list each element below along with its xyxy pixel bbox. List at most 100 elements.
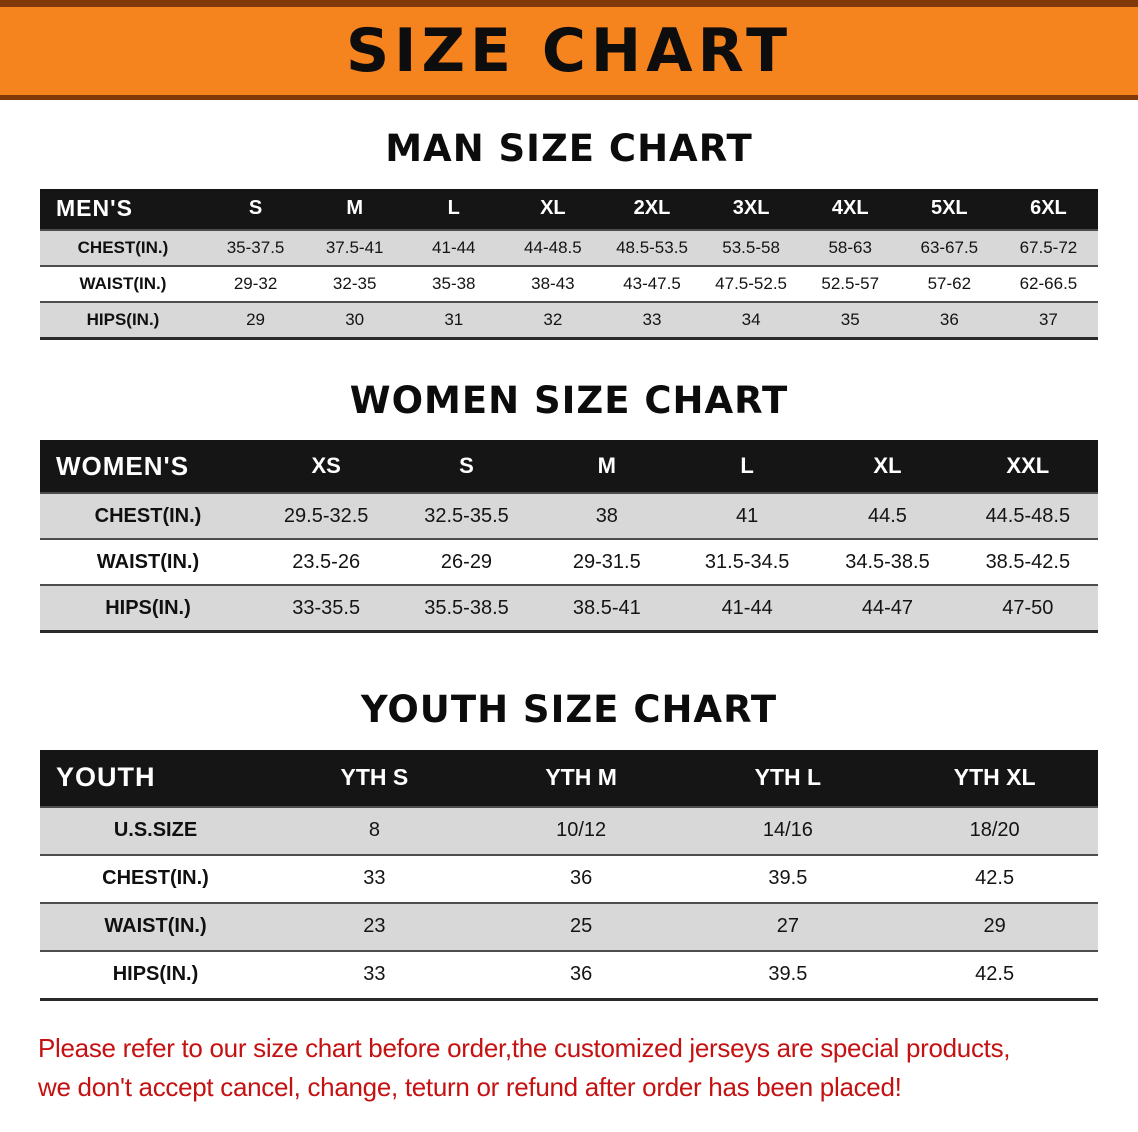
size-value-cell: 37.5-41	[325, 237, 384, 257]
size-value-cell: 38.5-42.5	[985, 550, 1071, 573]
size-chart-page: SIZE CHART MAN SIZE CHART MEN'S S M L XL 2XL 3…	[0, 0, 1138, 1107]
size-column-header: YTH S	[271, 749, 478, 807]
size-value-cell: 27	[776, 915, 799, 938]
disclaimer-line-2: we don't accept cancel, change, teturn o…	[38, 1071, 902, 1102]
size-value-cell: 37	[1038, 309, 1058, 329]
table-row: HIPS(IN.) 33 36 39.5 42.5	[40, 950, 1098, 1000]
size-value-cell: 36	[570, 867, 593, 890]
row-label-cell: WAIST(IN.)	[104, 915, 207, 938]
row-label-cell: CHEST(IN.)	[77, 237, 169, 257]
row-label-cell: CHEST(IN.)	[102, 867, 209, 890]
row-label-cell: U.S.SIZE	[113, 819, 198, 842]
size-value-cell: 29-32	[233, 273, 278, 293]
size-column-header: L	[676, 440, 818, 494]
size-column-header: XXL	[957, 440, 1098, 494]
size-value-cell: 42.5	[975, 963, 1015, 986]
size-column-header: L	[404, 188, 504, 230]
size-value-cell: 29	[246, 309, 266, 329]
size-value-cell: 36	[570, 963, 593, 986]
size-value-cell: 23.5-26	[292, 550, 361, 573]
size-value-cell: 39.5	[768, 867, 808, 890]
size-value-cell: 62-66.5	[1019, 273, 1078, 293]
size-value-cell: 36	[939, 309, 959, 329]
size-value-cell: 58-63	[828, 237, 872, 257]
men-size-table: MEN'S S M L XL 2XL 3XL 4XL 5XL 6XL CHEST(IN.) 35-37…	[40, 188, 1098, 340]
banner: SIZE CHART	[0, 0, 1138, 100]
disclaimer: Please refer to our size chart before or…	[38, 1029, 1138, 1107]
youth-section-heading: YOUTH SIZE CHART	[360, 688, 778, 732]
header-row: YOUTH YTH S YTH M YTH L YTH XL	[40, 749, 1098, 807]
men-size-section: MAN SIZE CHART MEN'S S M L XL 2XL 3XL 4XL 5XL 6XL…	[0, 127, 1138, 340]
size-column-header: YTH M	[477, 749, 685, 807]
size-value-cell: 30	[345, 309, 365, 329]
size-value-cell: 47.5-52.5	[715, 273, 788, 293]
size-value-cell: 38.5-41	[572, 596, 641, 619]
header-row: MEN'S S M L XL 2XL 3XL 4XL 5XL 6XL	[40, 188, 1098, 230]
size-value-cell: 53.5-58	[722, 237, 780, 257]
size-value-cell: 18/20	[969, 819, 1020, 842]
size-value-cell: 44.5	[868, 504, 907, 527]
size-value-cell: 35.5-38.5	[424, 596, 509, 619]
size-value-cell: 33	[363, 867, 386, 890]
size-value-cell: 67.5-72	[1019, 237, 1078, 257]
size-value-cell: 10/12	[556, 819, 607, 842]
size-column-header: XL	[503, 188, 603, 230]
row-label-cell: CHEST(IN.)	[94, 504, 202, 527]
size-value-cell: 29.5-32.5	[283, 504, 369, 527]
size-value-cell: 38	[595, 504, 618, 527]
table-row: WAIST(IN.) 23.5-26 26-29 29-31.5 31.5-34.5 34…	[40, 539, 1098, 586]
size-value-cell: 52.5-57	[821, 273, 880, 293]
size-column-header: 6XL	[998, 188, 1098, 230]
table-row: U.S.SIZE 8 10/12 14/16 18/20	[40, 806, 1098, 855]
size-value-cell: 47-50	[1002, 596, 1054, 619]
men-section-heading: MAN SIZE CHART	[385, 127, 753, 170]
page-title: SIZE CHART	[345, 16, 793, 86]
size-value-cell: 31.5-34.5	[704, 550, 790, 573]
size-value-cell: 42.5	[975, 867, 1015, 890]
table-row: CHEST(IN.) 33 36 39.5 42.5	[40, 854, 1098, 903]
row-label-cell: WAIST(IN.)	[79, 273, 167, 293]
size-value-cell: 29-31.5	[572, 550, 641, 573]
table-row: WAIST(IN.) 29-32 32-35 35-38 38-43 43-47.5 47.…	[40, 265, 1098, 302]
header-row: WOMEN'S XS S M L XL XXL	[40, 440, 1098, 494]
row-label-cell: WAIST(IN.)	[96, 550, 200, 573]
size-column-header: S	[396, 440, 537, 494]
size-value-cell: 8	[368, 819, 380, 842]
size-value-cell: 44-48.5	[524, 237, 582, 257]
row-label-cell: HIPS(IN.)	[112, 963, 199, 986]
size-value-cell: 14/16	[762, 819, 813, 842]
size-value-cell: 35	[840, 309, 860, 329]
size-value-cell: 32	[543, 309, 563, 329]
size-value-cell: 32-35	[332, 273, 377, 293]
size-column-header: M	[305, 188, 405, 230]
size-value-cell: 26-29	[440, 550, 493, 573]
size-value-cell: 29	[983, 915, 1006, 938]
size-value-cell: 48.5-53.5	[616, 237, 688, 257]
size-value-cell: 44-47	[861, 596, 914, 619]
size-value-cell: 35-37.5	[226, 237, 285, 257]
youth-size-section: YOUTH SIZE CHART YOUTH YTH S YTH M YTH L YTH…	[0, 689, 1138, 1001]
size-value-cell: 34.5-38.5	[845, 550, 930, 573]
size-column-header: 2XL	[602, 188, 702, 230]
size-column-header: 4XL	[800, 188, 900, 230]
size-value-cell: 34	[741, 309, 761, 329]
table-title-cell: MEN'S	[40, 188, 206, 230]
size-value-cell: 25	[570, 915, 593, 938]
size-value-cell: 35-38	[432, 273, 476, 293]
women-size-section: WOMEN SIZE CHART WOMEN'S XS S M L XL XXL CHEST(…	[0, 379, 1138, 634]
size-column-header: YTH XL	[891, 749, 1098, 807]
size-column-header: XS	[256, 440, 397, 494]
size-column-header: 3XL	[701, 188, 801, 230]
size-column-header: YTH L	[684, 749, 892, 807]
size-value-cell: 32.5-35.5	[424, 504, 509, 527]
size-value-cell: 23	[363, 915, 386, 938]
size-value-cell: 39.5	[768, 963, 808, 986]
size-column-header: XL	[817, 440, 958, 494]
size-value-cell: 41	[736, 504, 759, 527]
size-value-cell: 43-47.5	[623, 273, 681, 293]
size-value-cell: 41-44	[432, 237, 476, 257]
size-value-cell: 38-43	[531, 273, 575, 293]
size-value-cell: 63-67.5	[920, 237, 979, 257]
table-row: CHEST(IN.) 35-37.5 37.5-41 41-44 44-48.5 48.5…	[40, 229, 1098, 266]
size-value-cell: 33-35.5	[292, 596, 361, 619]
